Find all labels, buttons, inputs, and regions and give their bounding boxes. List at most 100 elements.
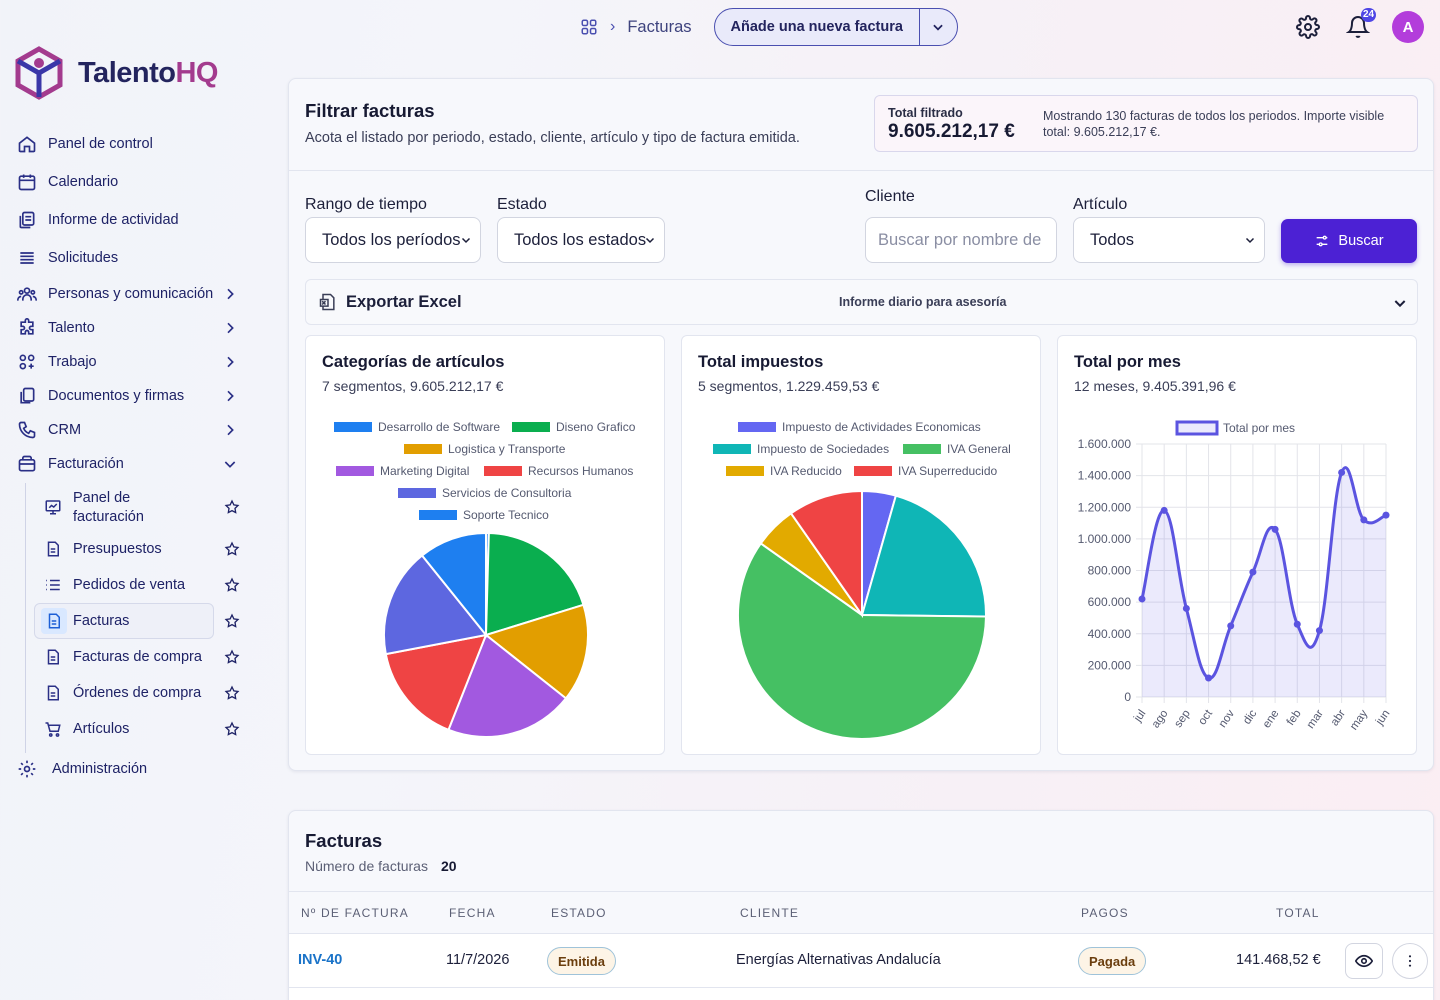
- chevron-down-icon: [461, 237, 471, 244]
- sidebar-item-administration[interactable]: Administración: [0, 752, 260, 786]
- pie-slice[interactable]: [384, 633, 488, 732]
- divider: [289, 891, 1433, 892]
- y-tick-label: 1.200.000: [1078, 500, 1132, 514]
- data-point[interactable]: [1182, 604, 1190, 612]
- chevron-down-icon[interactable]: [1392, 295, 1408, 311]
- legend-item[interactable]: IVA Reducido: [726, 464, 842, 478]
- data-point[interactable]: [1271, 525, 1279, 533]
- range-select[interactable]: Todos los períodos: [305, 217, 481, 263]
- legend-item[interactable]: Soporte Tecnico: [419, 508, 549, 522]
- legend-label: IVA Reducido: [770, 464, 842, 478]
- table-row[interactable]: INV-40 11/7/2026 Emitida Energías Altern…: [289, 933, 1433, 987]
- breadcrumb-current[interactable]: Facturas: [627, 17, 692, 36]
- total-filtered-label: Total filtrado: [888, 106, 963, 120]
- pie-slice[interactable]: [483, 603, 589, 700]
- legend-item[interactable]: Logistica y Transporte: [404, 442, 565, 456]
- legend-item[interactable]: Desarrollo de Software: [334, 420, 500, 434]
- legend-item[interactable]: IVA General: [903, 442, 1011, 456]
- gear-icon: [18, 760, 36, 778]
- sidebar-item-people[interactable]: Personas y comunicación: [0, 277, 260, 311]
- sidebar-item-dashboard[interactable]: Panel de control: [0, 127, 260, 161]
- article-select[interactable]: Todos: [1073, 217, 1265, 263]
- sidebar-item-activity-report[interactable]: Informe de actividad: [0, 203, 260, 237]
- client-search-input[interactable]: Buscar por nombre de: [865, 217, 1057, 263]
- avatar[interactable]: A: [1392, 11, 1424, 43]
- sidebar-item-label: Trabajo: [48, 354, 97, 370]
- new-invoice-button[interactable]: Añade una nueva factura: [730, 19, 903, 35]
- legend-item[interactable]: Recursos Humanos: [484, 464, 633, 478]
- data-point[interactable]: [1249, 568, 1257, 576]
- column-header[interactable]: PAGOS: [1081, 906, 1129, 920]
- sidebar-item-calendar[interactable]: Calendario: [0, 165, 260, 199]
- sidebar-subitem-quotes[interactable]: Presupuestos: [34, 532, 240, 566]
- data-point[interactable]: [1315, 627, 1323, 635]
- brand-logo[interactable]: TalentoHQ: [14, 46, 218, 100]
- data-point[interactable]: [1338, 468, 1346, 476]
- data-point[interactable]: [1160, 506, 1168, 514]
- puzzle-icon: [20, 318, 34, 335]
- data-point[interactable]: [1360, 516, 1368, 524]
- invoice-number-link[interactable]: INV-40: [298, 952, 343, 968]
- status-select[interactable]: Todos los estados: [497, 217, 665, 263]
- sidebar-item-billing[interactable]: Facturación: [0, 447, 260, 481]
- sidebar-subitem-purchase-invoices[interactable]: Facturas de compra: [34, 640, 240, 674]
- sidebar-item-work[interactable]: Trabajo: [0, 345, 260, 379]
- star-icon[interactable]: [224, 721, 240, 737]
- search-button[interactable]: Buscar: [1281, 219, 1417, 263]
- bell-icon[interactable]: [1346, 15, 1370, 39]
- star-icon[interactable]: [224, 499, 240, 515]
- data-point[interactable]: [1138, 595, 1146, 603]
- export-excel-panel[interactable]: Exportar Excel Informe diario para aseso…: [305, 279, 1418, 325]
- column-header[interactable]: ESTADO: [551, 906, 607, 920]
- legend-item[interactable]: Servicios de Consultoria: [398, 486, 571, 500]
- legend-item[interactable]: Impuesto de Actividades Economicas: [738, 420, 981, 434]
- pie-slice[interactable]: [737, 541, 988, 740]
- pie-slice[interactable]: [789, 489, 863, 619]
- star-icon[interactable]: [224, 613, 240, 629]
- sidebar-subitem-billing-dashboard[interactable]: Panel de facturación: [34, 488, 240, 526]
- pie-slice[interactable]: [860, 494, 987, 618]
- column-header[interactable]: TOTAL: [1276, 906, 1320, 920]
- column-header[interactable]: FECHA: [449, 906, 496, 920]
- legend-item[interactable]: Marketing Digital: [336, 464, 469, 478]
- more-options-button[interactable]: [1392, 943, 1428, 979]
- column-header[interactable]: Nº DE FACTURA: [301, 906, 409, 920]
- y-tick-label: 0: [1124, 690, 1131, 704]
- column-header[interactable]: CLIENTE: [740, 906, 800, 920]
- sidebar-subitem-articles[interactable]: Artículos: [34, 712, 240, 746]
- data-point[interactable]: [1382, 511, 1390, 519]
- breadcrumb-separator-icon: ›: [610, 18, 616, 35]
- sidebar-item-crm[interactable]: CRM: [0, 413, 260, 447]
- legend-item[interactable]: Diseno Grafico: [512, 420, 635, 434]
- sidebar-item-documents[interactable]: Documentos y firmas: [0, 379, 260, 413]
- sidebar-subitem-invoices[interactable]: Facturas: [34, 603, 240, 639]
- total-filtered-box: Total filtrado 9.605.212,17 € Mostrando …: [874, 95, 1418, 152]
- apps-grid-icon[interactable]: [580, 18, 598, 36]
- sidebar-subitem-sales-orders[interactable]: Pedidos de venta: [34, 568, 240, 602]
- pie-slice[interactable]: [383, 554, 488, 656]
- table-row[interactable]: [289, 987, 1433, 1000]
- pie-slice[interactable]: [447, 633, 568, 738]
- view-invoice-button[interactable]: [1345, 943, 1383, 979]
- data-point[interactable]: [1205, 674, 1213, 682]
- star-icon[interactable]: [224, 577, 240, 593]
- pie-slice[interactable]: [420, 531, 487, 638]
- settings-gear-icon[interactable]: [1296, 15, 1320, 39]
- legend-label: Soporte Tecnico: [463, 508, 549, 522]
- legend-label[interactable]: Total por mes: [1223, 421, 1295, 435]
- star-icon[interactable]: [224, 541, 240, 557]
- new-invoice-dropdown-button[interactable]: [918, 9, 957, 45]
- phone-icon: [18, 421, 36, 439]
- sidebar-item-requests[interactable]: Solicitudes: [0, 241, 260, 275]
- data-point[interactable]: [1227, 622, 1235, 630]
- legend-item[interactable]: IVA Superreducido: [854, 464, 997, 478]
- monthly-chart-card: Total por mes 12 meses, 9.405.391,96 € 0…: [1057, 335, 1417, 755]
- invoice-icon: [41, 608, 67, 634]
- sidebar-subitem-purchase-orders[interactable]: Órdenes de compra: [34, 676, 240, 710]
- star-icon[interactable]: [224, 685, 240, 701]
- legend-item[interactable]: Impuesto de Sociedades: [713, 442, 889, 456]
- star-icon[interactable]: [224, 649, 240, 665]
- pie-slice[interactable]: [484, 532, 585, 637]
- data-point[interactable]: [1293, 620, 1301, 628]
- sidebar-item-talent[interactable]: Talento: [0, 311, 260, 345]
